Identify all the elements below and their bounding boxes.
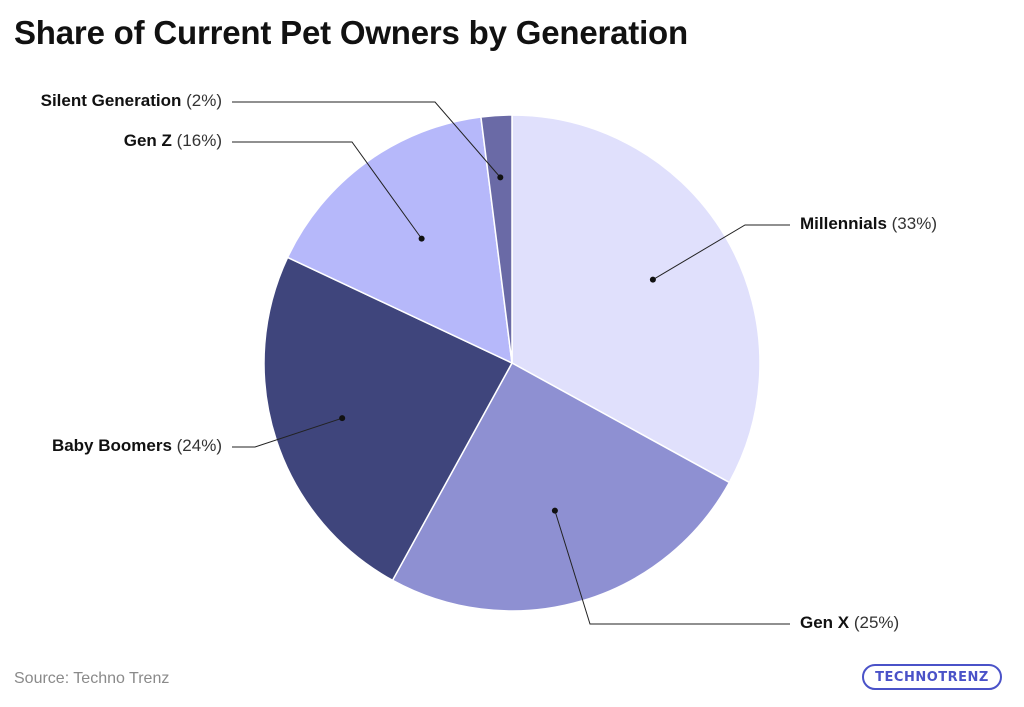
slice-label-gen-x: Gen X (25%) [800, 613, 899, 632]
slice-silent-generation [480, 114, 513, 364]
slice-gen-x [391, 361, 731, 612]
slice-label-millennials: Millennials (33%) [800, 214, 937, 233]
chart-title: Share of Current Pet Owners by Generatio… [14, 14, 688, 51]
leader-dot-millennials [649, 276, 656, 283]
leader-line-gen-z [232, 141, 423, 239]
leader-line-baby-boomers [232, 417, 343, 448]
pie-labels: Millennials (33%) Gen X (25%) Baby Boomers… [41, 91, 937, 632]
slice-label-value: (2%) [186, 91, 222, 110]
pie-slices [263, 114, 761, 612]
slice-label-name: Silent Generation [41, 91, 186, 110]
slice-label-value: (25%) [854, 613, 899, 632]
slice-label-name: Millennials [800, 214, 892, 233]
leader-line-millennials [652, 224, 790, 281]
leader-dot-gen-z [418, 235, 425, 242]
logo-text: TECHNOTRENZ [875, 669, 989, 685]
brand-logo: TECHNOTRENZ [862, 664, 1002, 690]
leader-dot-baby-boomers [339, 415, 346, 422]
slice-label-value: (16%) [177, 131, 222, 150]
slice-label-value: (24%) [177, 436, 222, 455]
leader-line-gen-x [554, 510, 790, 625]
slice-label-name: Baby Boomers [52, 436, 177, 455]
slice-label-baby-boomers: Baby Boomers (24%) [52, 436, 222, 455]
slice-label-silent-generation: Silent Generation (2%) [41, 91, 222, 110]
slice-label-value: (33%) [892, 214, 937, 233]
slice-label-gen-z: Gen Z (16%) [124, 131, 222, 150]
slice-label-name: Gen X [800, 613, 854, 632]
leader-dot-gen-x [551, 507, 558, 514]
slice-label-name: Gen Z [124, 131, 177, 150]
source-note: Source: Techno Trenz [14, 670, 170, 687]
leader-dot-silent-generation [497, 174, 504, 181]
leader-line-silent-generation [232, 101, 501, 178]
